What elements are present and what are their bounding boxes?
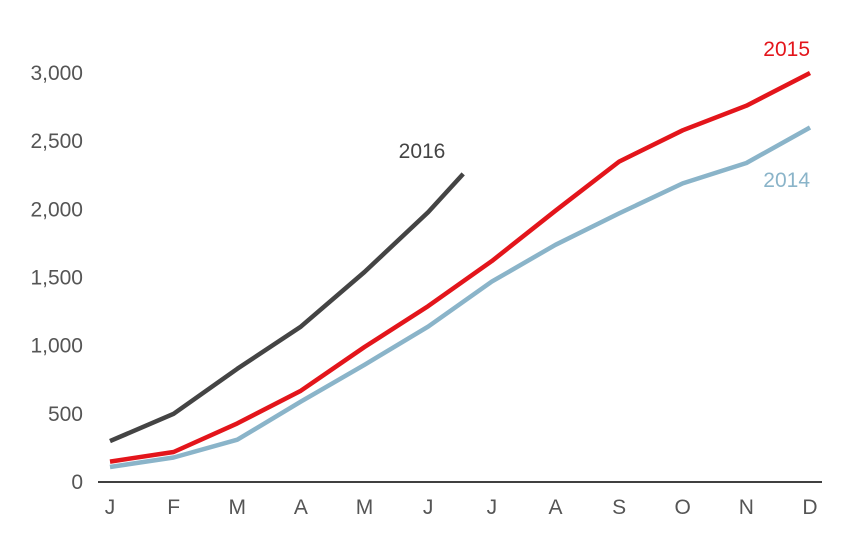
series-line-2015 [109, 70, 812, 464]
series-line-2014 [109, 125, 812, 470]
x-tick-label: A [294, 496, 308, 519]
y-tick-label: 2,500 [30, 130, 83, 153]
x-tick-label: M [356, 496, 374, 519]
x-tick-label: O [675, 496, 691, 519]
y-axis-ticks: 0 500 1,000 1,500 2,000 2,500 3,000 [30, 62, 83, 494]
x-tick-label: F [167, 496, 180, 519]
x-tick-label: N [739, 496, 754, 519]
series-labels: 2014 2015 2016 [399, 38, 811, 192]
y-tick-label: 1,000 [30, 335, 83, 358]
y-tick-label: 3,000 [30, 62, 83, 85]
x-tick-label: J [487, 496, 498, 519]
y-tick-label: 0 [71, 471, 83, 494]
series-line-2016 [109, 172, 465, 444]
series-label-2015: 2015 [763, 38, 810, 61]
y-tick-label: 1,500 [30, 267, 83, 290]
series-label-2016: 2016 [399, 140, 446, 163]
x-tick-label: M [229, 496, 247, 519]
x-tick-label: A [548, 496, 562, 519]
y-tick-label: 500 [48, 403, 83, 426]
x-tick-label: J [423, 496, 434, 519]
x-tick-label: S [612, 496, 626, 519]
series-label-2014: 2014 [763, 169, 810, 192]
series-lines [109, 70, 812, 470]
x-tick-label: D [802, 496, 817, 519]
y-tick-label: 2,000 [30, 198, 83, 221]
x-tick-label: J [105, 496, 116, 519]
